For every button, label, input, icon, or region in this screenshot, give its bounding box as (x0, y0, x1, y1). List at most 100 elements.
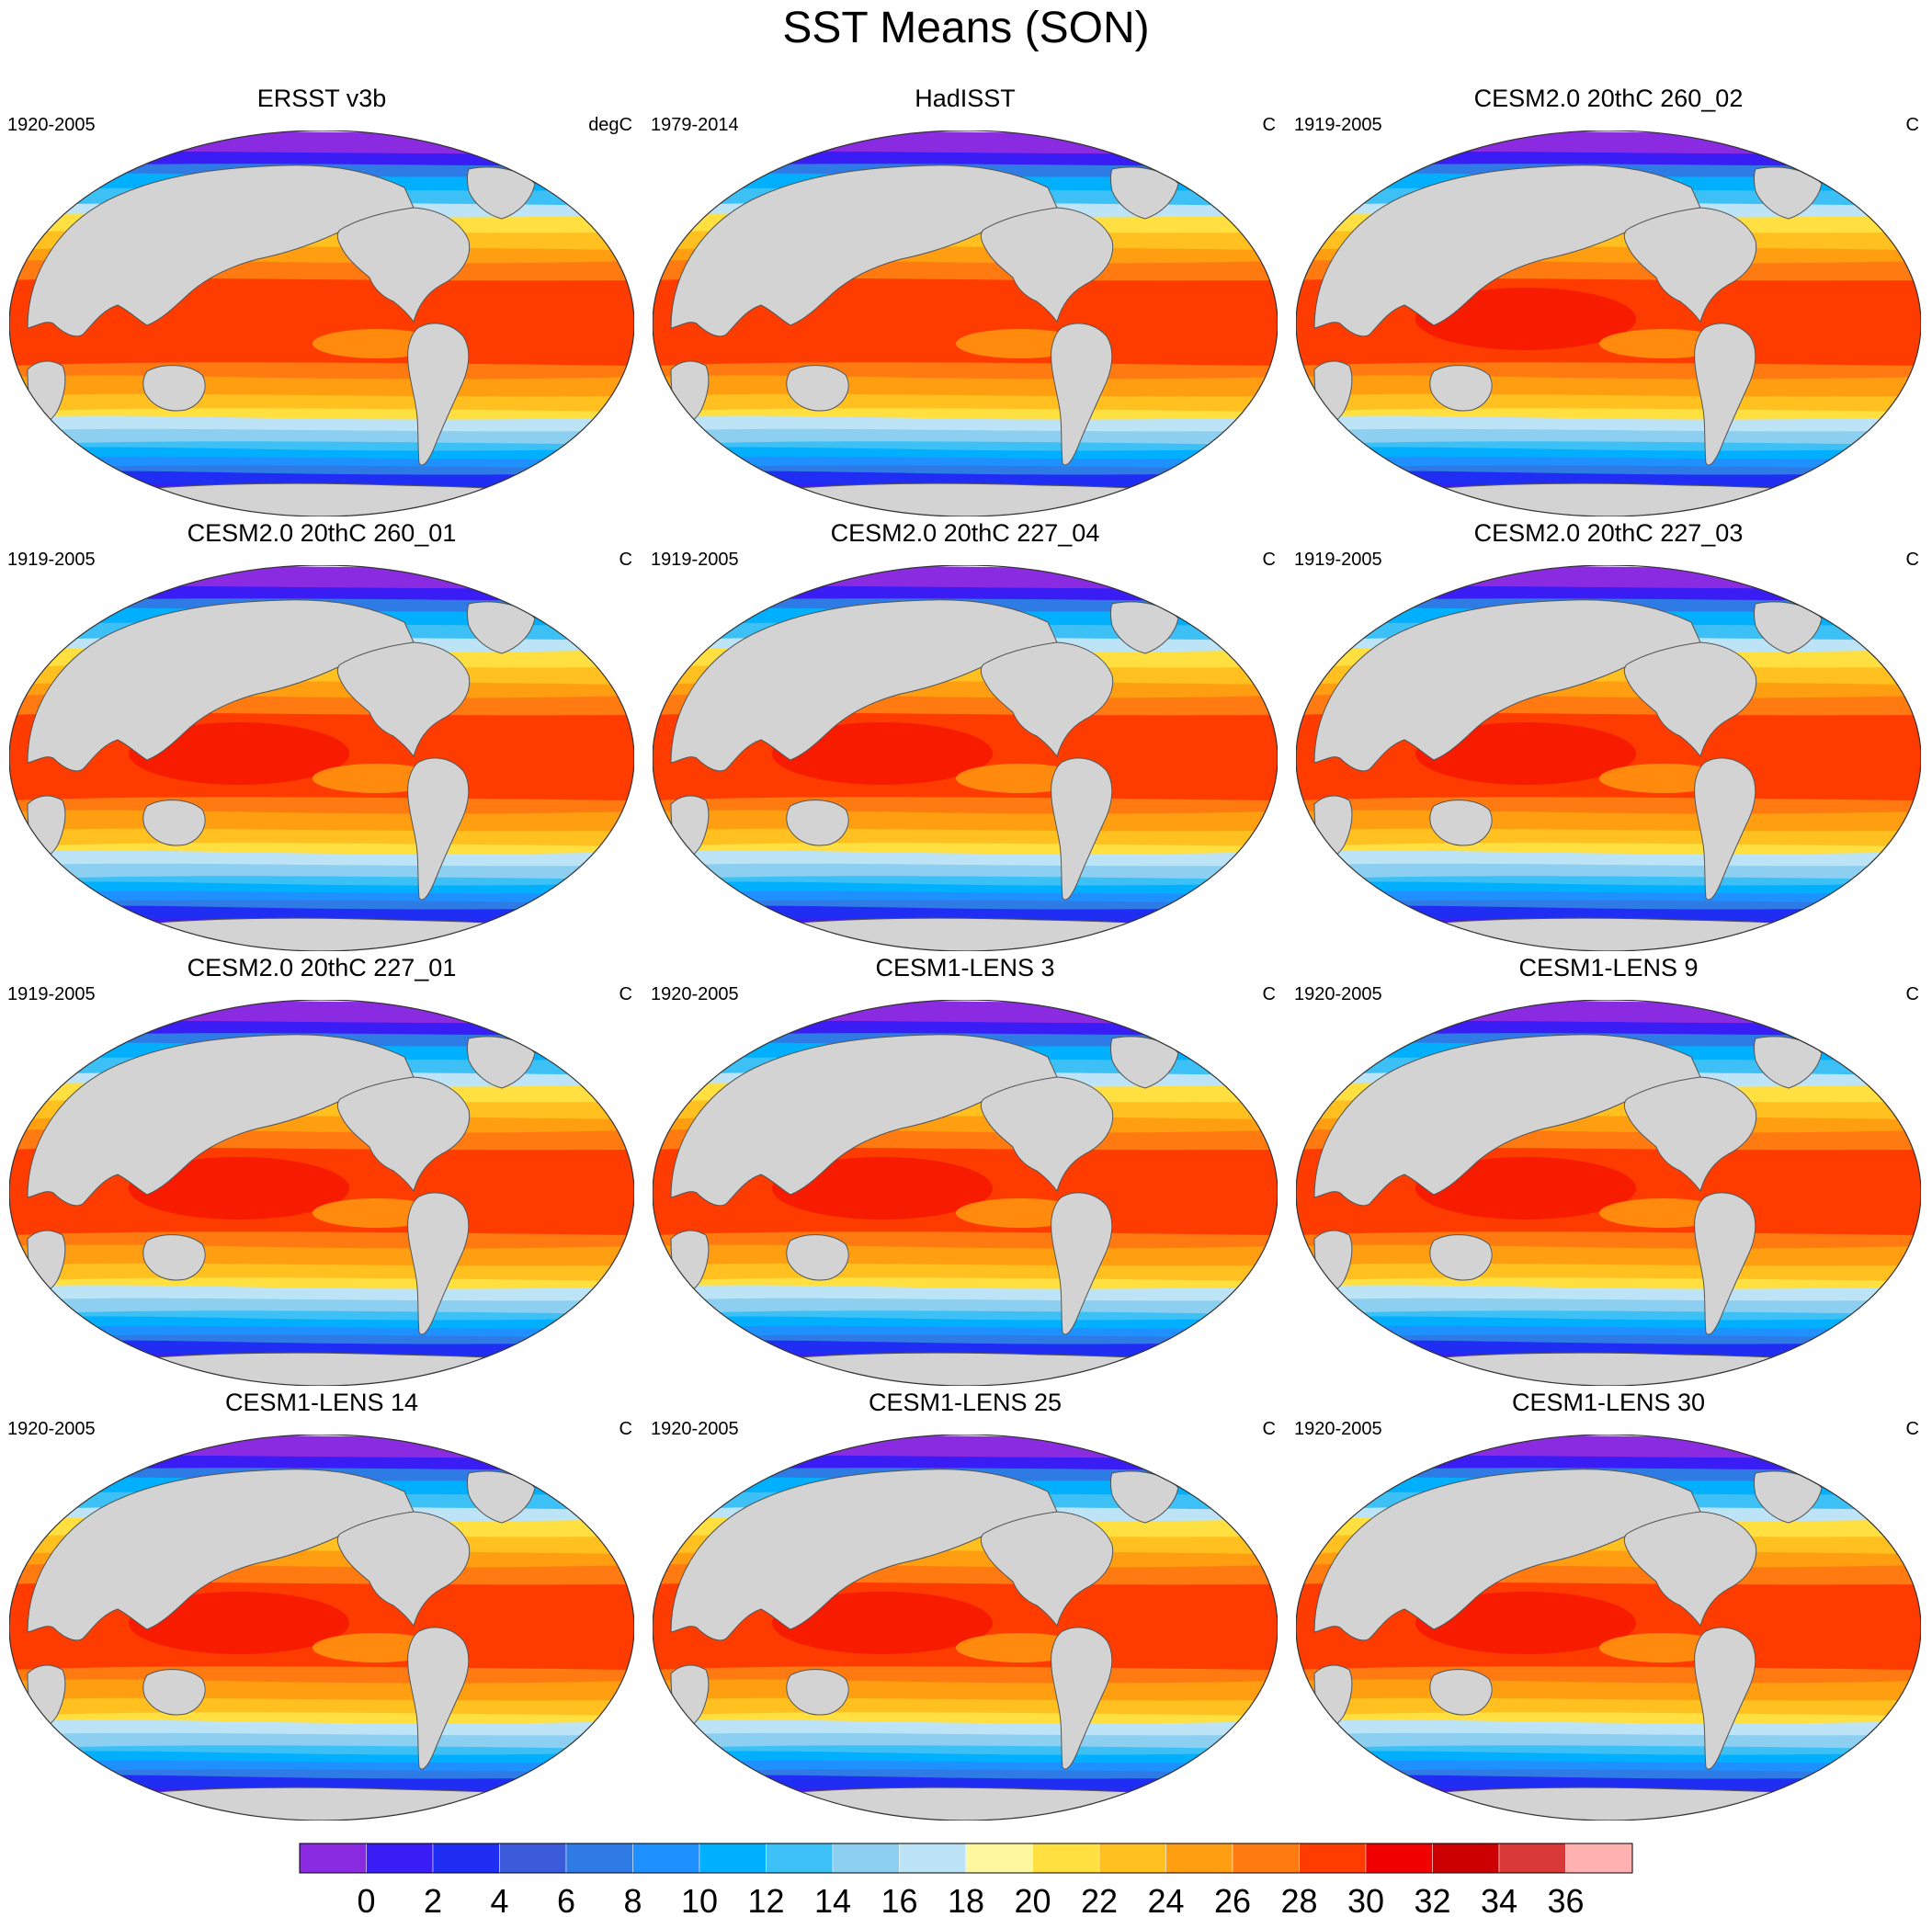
land-australia (786, 1669, 849, 1716)
land-eurasia (1313, 599, 1701, 772)
colorbar-tick-label: 24 (1147, 1882, 1184, 1916)
panel-title: CESM1-LENS 14 (224, 1389, 419, 1416)
land-eurasia (670, 599, 1058, 772)
land-antarctica (1369, 482, 1904, 516)
land-antarctica (82, 1787, 617, 1821)
panel-units: C (619, 1419, 632, 1439)
colorbar-box (1098, 1843, 1166, 1874)
map-panel: CESM1-LENS 3 1920-2005 C (643, 952, 1287, 1386)
warm-pool (129, 1592, 349, 1654)
panel-period: 1920-2005 (651, 984, 739, 1004)
map-panel: CESM2.0 20thC 227_01 1919-2005 C (0, 952, 643, 1386)
colorbar: 0 2 4 6 8 10 12 14 16 18 20 22 24 26 28 30 32 34 36 (299, 1843, 1633, 1916)
panel-units: C (1905, 115, 1919, 135)
colorbar-box (1232, 1843, 1300, 1874)
panel-period: 1919-2005 (7, 984, 96, 1004)
land-australia (786, 1234, 849, 1281)
land-southamerica (1051, 1192, 1113, 1335)
sst-field (1296, 130, 1921, 516)
land-australia (142, 1234, 206, 1281)
panel-period: 1979-2014 (651, 115, 739, 135)
colorbar-box (1365, 1843, 1433, 1874)
land-northamerica (1623, 1076, 1757, 1193)
robinson-map (653, 1000, 1278, 1386)
colorbar-box (1565, 1843, 1633, 1874)
panel-units: C (1905, 1419, 1919, 1439)
robinson-map (1296, 130, 1921, 516)
land-australia (1429, 800, 1493, 846)
panel-title: CESM2.0 20thC 227_03 (1473, 519, 1744, 547)
land-antarctica (82, 917, 617, 951)
land-southamerica (1051, 323, 1113, 466)
land-northamerica (980, 641, 1114, 758)
panel-period: 1919-2005 (1294, 115, 1382, 135)
land-antarctica (1369, 1352, 1904, 1386)
land-antarctica (725, 1352, 1260, 1386)
warm-pool (1415, 288, 1636, 350)
robinson-map (9, 1435, 634, 1821)
colorbar-tick-label: 26 (1214, 1882, 1251, 1916)
warm-pool (129, 722, 349, 785)
land-southamerica (1051, 757, 1113, 901)
land-australia (142, 800, 206, 846)
warm-pool (772, 1592, 993, 1654)
panel-title: CESM1-LENS 30 (1511, 1389, 1706, 1416)
colorbar-tick-label: 2 (424, 1882, 442, 1916)
land-australia (1429, 1669, 1493, 1716)
warm-pool (1415, 1592, 1636, 1654)
land-antarctica (1369, 917, 1904, 951)
robinson-map (653, 565, 1278, 951)
colorbar-tick-label: 6 (557, 1882, 575, 1916)
colorbar-tick-label: 16 (881, 1882, 917, 1916)
colorbar-tick-label: 14 (814, 1882, 851, 1916)
land-northamerica (336, 641, 471, 758)
sst-field (653, 130, 1278, 516)
map-panel: CESM1-LENS 25 1920-2005 C (643, 1387, 1287, 1821)
panel-units: C (1262, 1419, 1276, 1439)
panel-period: 1919-2005 (7, 550, 96, 570)
land-australia (786, 365, 849, 412)
map-panel: CESM2.0 20thC 227_03 1919-2005 C (1287, 517, 1930, 951)
land-northamerica (980, 1076, 1114, 1193)
land-eurasia (27, 164, 415, 337)
sst-field (9, 1000, 634, 1386)
land-eurasia (670, 164, 1058, 337)
sst-field (9, 130, 634, 516)
colorbar-tick-label: 0 (357, 1882, 375, 1916)
land-australia (142, 365, 206, 412)
land-southamerica (407, 1192, 470, 1335)
panel-title: CESM1-LENS 25 (868, 1389, 1063, 1416)
panel-units: C (1905, 984, 1919, 1004)
panel-title: CESM2.0 20thC 227_01 (187, 954, 457, 981)
land-northamerica (336, 1511, 471, 1628)
robinson-map (1296, 1435, 1921, 1821)
colorbar-box (366, 1843, 434, 1874)
land-australia (1429, 365, 1493, 412)
colorbar-tick-label: 32 (1414, 1882, 1450, 1916)
sst-field (1296, 1435, 1921, 1821)
panel-title: CESM2.0 20thC 227_04 (830, 519, 1100, 547)
panel-period: 1919-2005 (651, 550, 739, 570)
land-southamerica (1051, 1627, 1113, 1770)
land-eurasia (1313, 1034, 1701, 1207)
colorbar-box (499, 1843, 567, 1874)
robinson-map (1296, 1000, 1921, 1386)
land-eurasia (670, 1034, 1058, 1207)
land-southamerica (1694, 1192, 1756, 1335)
panel-period: 1920-2005 (651, 1419, 739, 1439)
land-antarctica (725, 1787, 1260, 1821)
land-antarctica (82, 482, 617, 516)
panel-title: CESM2.0 20thC 260_01 (187, 519, 457, 547)
robinson-map (653, 1435, 1278, 1821)
colorbar-box (832, 1843, 900, 1874)
land-eurasia (27, 599, 415, 772)
land-northamerica (980, 1511, 1114, 1628)
land-northamerica (1623, 641, 1757, 758)
panel-title: CESM1-LENS 3 (875, 954, 1055, 981)
map-panel: HadISST 1979-2014 C (643, 83, 1287, 516)
warm-pool (129, 1157, 349, 1219)
panel-units: C (1262, 550, 1276, 570)
warm-pool (772, 1157, 993, 1219)
sst-field (653, 1000, 1278, 1386)
